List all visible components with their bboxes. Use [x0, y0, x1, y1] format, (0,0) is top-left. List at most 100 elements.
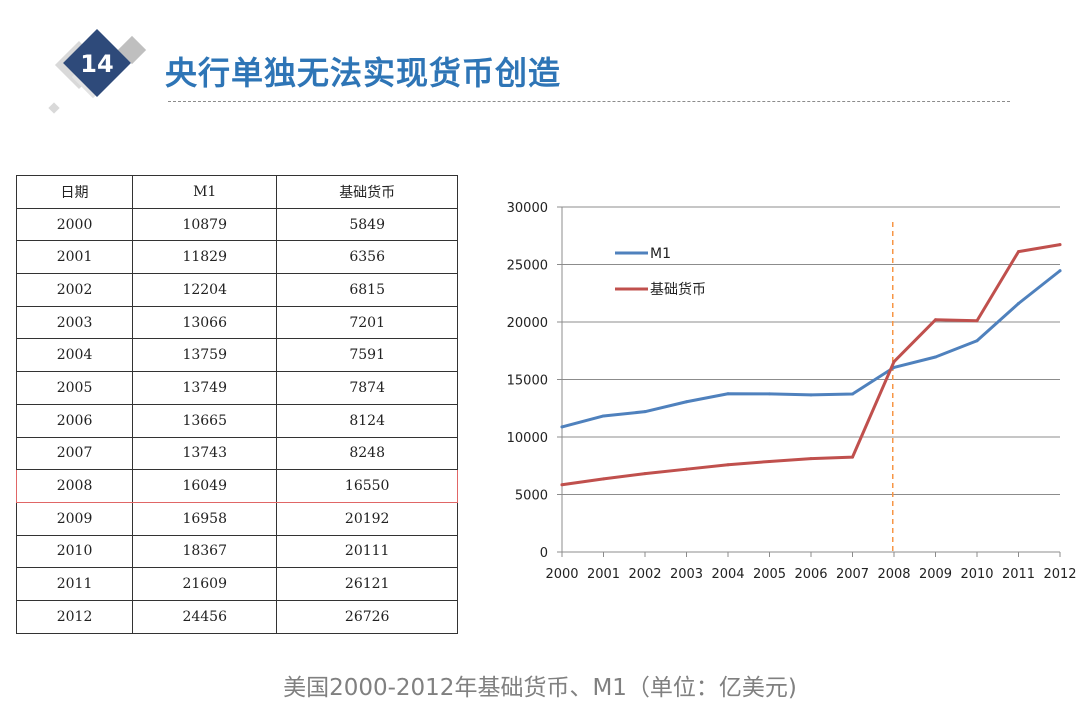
x-tick-label: 2011 [1002, 567, 1035, 582]
y-tick-label: 30000 [507, 201, 548, 216]
table-row: 2011 21609 26121 [15, 567, 458, 601]
table-cell: 24456 [132, 599, 278, 634]
table-cell: 2010 [15, 534, 134, 569]
table-cell: 13066 [132, 305, 278, 340]
series-line-0 [560, 269, 1062, 429]
y-tick-label: 5000 [515, 489, 548, 504]
table-cell: 2003 [15, 305, 134, 340]
legend-label: M1 [650, 246, 671, 262]
table-row: 2003 13066 7201 [15, 305, 458, 340]
table-cell: 13743 [132, 436, 278, 471]
figure-caption: 美国2000-2012年基础货币、M1（单位：亿美元) [283, 675, 797, 701]
data-point [602, 414, 605, 418]
table-cell: 2004 [15, 338, 134, 373]
table-row: 2005 13749 7874 [15, 371, 458, 405]
line-chart: 0 5000 10000 15000 20000 25000 30000 2000 2001 20… [507, 201, 1077, 582]
table-row: 2002 12204 6815 [15, 273, 458, 307]
data-point [1058, 243, 1062, 247]
x-tick-label: 2004 [711, 567, 744, 582]
table-cell: 2002 [15, 273, 134, 307]
x-tick-label: 2005 [753, 567, 786, 582]
data-point [809, 457, 813, 461]
table-cell: 20192 [276, 501, 458, 536]
legend-label: 基础货币 [650, 281, 706, 298]
slide-number: 14 [80, 50, 113, 78]
table-cell: 16049 [132, 469, 278, 503]
data-point [643, 472, 647, 476]
table-cell: 10879 [132, 207, 278, 242]
table-header-cell: 日期 [15, 175, 134, 209]
data-point [809, 393, 813, 397]
data-point [851, 455, 854, 459]
data-point [560, 425, 564, 429]
table-cell: 18367 [132, 534, 278, 569]
data-point [560, 483, 564, 487]
x-tick-label: 2002 [628, 567, 661, 582]
title-divider [168, 101, 1010, 102]
y-tick-label: 0 [540, 546, 548, 561]
table-cell: 7874 [276, 371, 458, 405]
y-tick-label: 10000 [507, 431, 548, 446]
y-tick-label: 25000 [507, 259, 548, 274]
x-tick-label: 2006 [794, 567, 827, 582]
table-cell: 2009 [15, 501, 134, 536]
table-cell: 2011 [15, 567, 134, 601]
table-cell: 11829 [132, 240, 278, 275]
table-cell: 7591 [276, 338, 458, 373]
table-cell: 26121 [276, 567, 458, 601]
table-cell: 6356 [276, 240, 458, 275]
data-point [685, 467, 688, 471]
table-cell: 21609 [132, 567, 278, 601]
data-point [1017, 301, 1020, 305]
data-point [1058, 269, 1062, 273]
data-point [768, 459, 771, 463]
table-cell: 2005 [15, 371, 134, 405]
table-cell: 20111 [276, 534, 458, 569]
x-tick-label: 2008 [877, 567, 910, 582]
table-cell: 16550 [276, 469, 458, 503]
table-cell: 2007 [15, 436, 134, 471]
data-point [975, 319, 979, 323]
table-cell: 8248 [276, 436, 458, 471]
x-tick-label: 2001 [587, 567, 620, 582]
slide-number-badge: 14 [48, 29, 147, 114]
data-point [643, 410, 647, 414]
table-header-row: 日期 M1 基础货币 [15, 175, 458, 209]
table-row: 2006 13665 8124 [15, 403, 458, 438]
table-cell: 8124 [276, 403, 458, 438]
x-tick-label: 2010 [960, 567, 993, 582]
table-cell: 2012 [15, 599, 134, 634]
table-cell: 2008 [15, 469, 134, 503]
data-point [1017, 250, 1020, 254]
table-cell: 13665 [132, 403, 278, 438]
table-cell: 13749 [132, 371, 278, 405]
table-row: 2001 11829 6356 [15, 240, 458, 275]
table-cell: 5849 [276, 207, 458, 242]
data-point [975, 339, 979, 343]
table-cell: 12204 [132, 273, 278, 307]
table-cell: 2000 [15, 207, 134, 242]
table-cell: 13759 [132, 338, 278, 373]
data-point [934, 355, 937, 359]
x-tick-label: 2003 [670, 567, 703, 582]
data-point [851, 392, 854, 396]
table-row: 2010 18367 20111 [15, 534, 458, 569]
x-tick-label: 2007 [836, 567, 869, 582]
y-tick-label: 15000 [507, 374, 548, 389]
table-cell: 26726 [276, 599, 458, 634]
data-point [685, 400, 688, 404]
data-point [602, 477, 605, 481]
table-row: 2008 16049 16550 [15, 469, 458, 503]
table-header-cell: M1 [132, 175, 278, 209]
table-row: 2004 13759 7591 [15, 338, 458, 373]
data-point [934, 318, 937, 322]
data-point [892, 360, 896, 364]
x-tick-label: 2012 [1043, 567, 1076, 582]
x-tick-label: 2000 [545, 567, 578, 582]
data-table: 日期 M1 基础货币 2000 10879 5849 2001 11829 6356 200… [15, 175, 458, 634]
table-cell: 16958 [132, 501, 278, 536]
table-cell: 2006 [15, 403, 134, 438]
x-tick-label: 2009 [919, 567, 952, 582]
series-line-1 [560, 243, 1062, 487]
table-cell: 7201 [276, 305, 458, 340]
